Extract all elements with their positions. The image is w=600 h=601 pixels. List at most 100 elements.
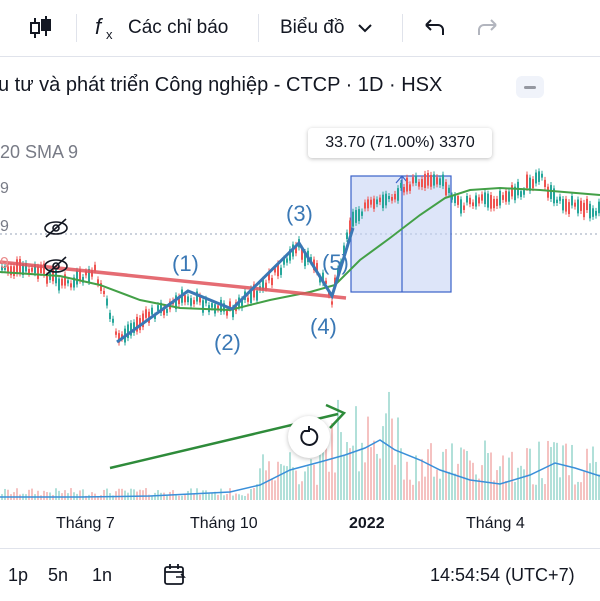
candle-body xyxy=(223,303,225,312)
volume-bar xyxy=(451,443,453,500)
volume-bar xyxy=(427,449,429,500)
candle-body xyxy=(508,191,510,202)
volume-bar xyxy=(175,495,177,500)
candle-body xyxy=(115,331,117,335)
volume-bar xyxy=(205,490,207,500)
candle-body xyxy=(352,211,354,227)
timeframe-1p[interactable]: 1p xyxy=(8,564,29,585)
candle-body xyxy=(367,199,369,209)
candle-body xyxy=(547,186,549,198)
undo-button[interactable] xyxy=(420,0,448,56)
candle-body xyxy=(331,301,333,305)
volume-bar xyxy=(229,488,231,500)
volume-bar xyxy=(289,452,291,500)
timeframe-5n[interactable]: 5n xyxy=(48,564,69,585)
candle-body xyxy=(424,173,426,188)
candle-body xyxy=(436,177,438,185)
date-range-button[interactable] xyxy=(162,549,188,601)
candle-body xyxy=(193,300,195,305)
volume-bar xyxy=(436,469,438,500)
volume-bar xyxy=(502,455,504,500)
volume-bar xyxy=(70,488,72,500)
volume-bar xyxy=(112,495,114,500)
indicators-button[interactable]: f x Các chỉ báo xyxy=(92,0,228,56)
volume-bar xyxy=(130,488,132,500)
candle-body xyxy=(412,177,414,184)
candle-body xyxy=(463,205,465,210)
volume-bar xyxy=(406,461,408,500)
timeframe-1n[interactable]: 1n xyxy=(92,564,113,585)
candle-body xyxy=(274,268,276,273)
candle-body xyxy=(478,197,480,204)
volume-bar xyxy=(541,478,543,500)
volume-bar xyxy=(433,476,435,500)
candle-body xyxy=(118,333,120,343)
volume-bar xyxy=(439,478,441,500)
svg-text:x: x xyxy=(106,27,113,42)
volume-bar xyxy=(343,455,345,500)
candle-body xyxy=(67,280,69,284)
wave-label-2: (2) xyxy=(214,330,241,355)
volume-bar xyxy=(571,444,573,500)
candle-body xyxy=(46,275,48,284)
price-chart[interactable]: (1) (2) (3) (4) (5) xyxy=(0,57,600,547)
candle-body xyxy=(277,263,279,277)
volume-bar xyxy=(508,457,510,500)
candle-body xyxy=(226,309,228,316)
chart-title: u tư và phát triển Công nghiệp - CTCP · … xyxy=(0,74,443,96)
candle-body xyxy=(577,199,579,214)
candle-body xyxy=(523,190,525,195)
candle-body xyxy=(511,185,513,197)
candle-body xyxy=(175,295,177,310)
candle-body xyxy=(580,200,582,211)
chart-type-button[interactable]: Biểu đồ xyxy=(280,0,376,56)
candle-body xyxy=(196,291,198,302)
candle-body xyxy=(499,190,501,206)
volume-bar xyxy=(517,467,519,500)
volume-bar xyxy=(265,470,267,500)
volume-bar xyxy=(193,494,195,500)
volume-bar xyxy=(181,495,183,500)
candle-body xyxy=(505,191,507,202)
volume-bar xyxy=(202,490,204,500)
volume-bar xyxy=(31,488,33,500)
candle-body xyxy=(265,282,267,289)
redo-button[interactable] xyxy=(474,0,502,56)
candle-body xyxy=(97,279,99,285)
candle-body xyxy=(1,265,3,271)
volume-bar xyxy=(346,442,348,500)
volume-bar xyxy=(565,443,567,500)
volume-bar xyxy=(355,406,357,500)
reset-chart-button[interactable] xyxy=(288,416,330,458)
wave-label-4: (4) xyxy=(310,314,337,339)
range-tooltip: 33.70 (71.00%) 3370 xyxy=(308,128,492,158)
svg-text:f: f xyxy=(95,14,104,39)
collapse-button[interactable] xyxy=(516,76,544,98)
volume-bar xyxy=(211,492,213,500)
volume-bar xyxy=(394,464,396,500)
volume-bar xyxy=(583,471,585,500)
indicators-label: Các chỉ báo xyxy=(128,17,229,38)
volume-bar xyxy=(7,489,9,500)
candle-body xyxy=(151,307,153,315)
candle-body xyxy=(106,298,108,306)
candle-body xyxy=(439,178,441,185)
volume-bar xyxy=(328,471,330,500)
volume-bar xyxy=(280,464,282,500)
candle-body xyxy=(571,195,573,206)
volume-bar xyxy=(79,490,81,500)
volume-bar xyxy=(415,455,417,500)
candle-body xyxy=(469,197,471,205)
candle-body xyxy=(28,268,30,274)
volume-bar xyxy=(115,491,117,500)
volume-bar xyxy=(16,488,18,500)
volume-bar xyxy=(295,470,297,500)
candle-body xyxy=(109,312,111,320)
volume-bar xyxy=(322,447,324,500)
candle-body xyxy=(574,202,576,207)
volume-bar xyxy=(442,451,444,500)
candle-body xyxy=(568,202,570,215)
volume-bar xyxy=(505,480,507,500)
volume-bar xyxy=(421,458,423,500)
candlestick-icon[interactable] xyxy=(26,0,54,56)
